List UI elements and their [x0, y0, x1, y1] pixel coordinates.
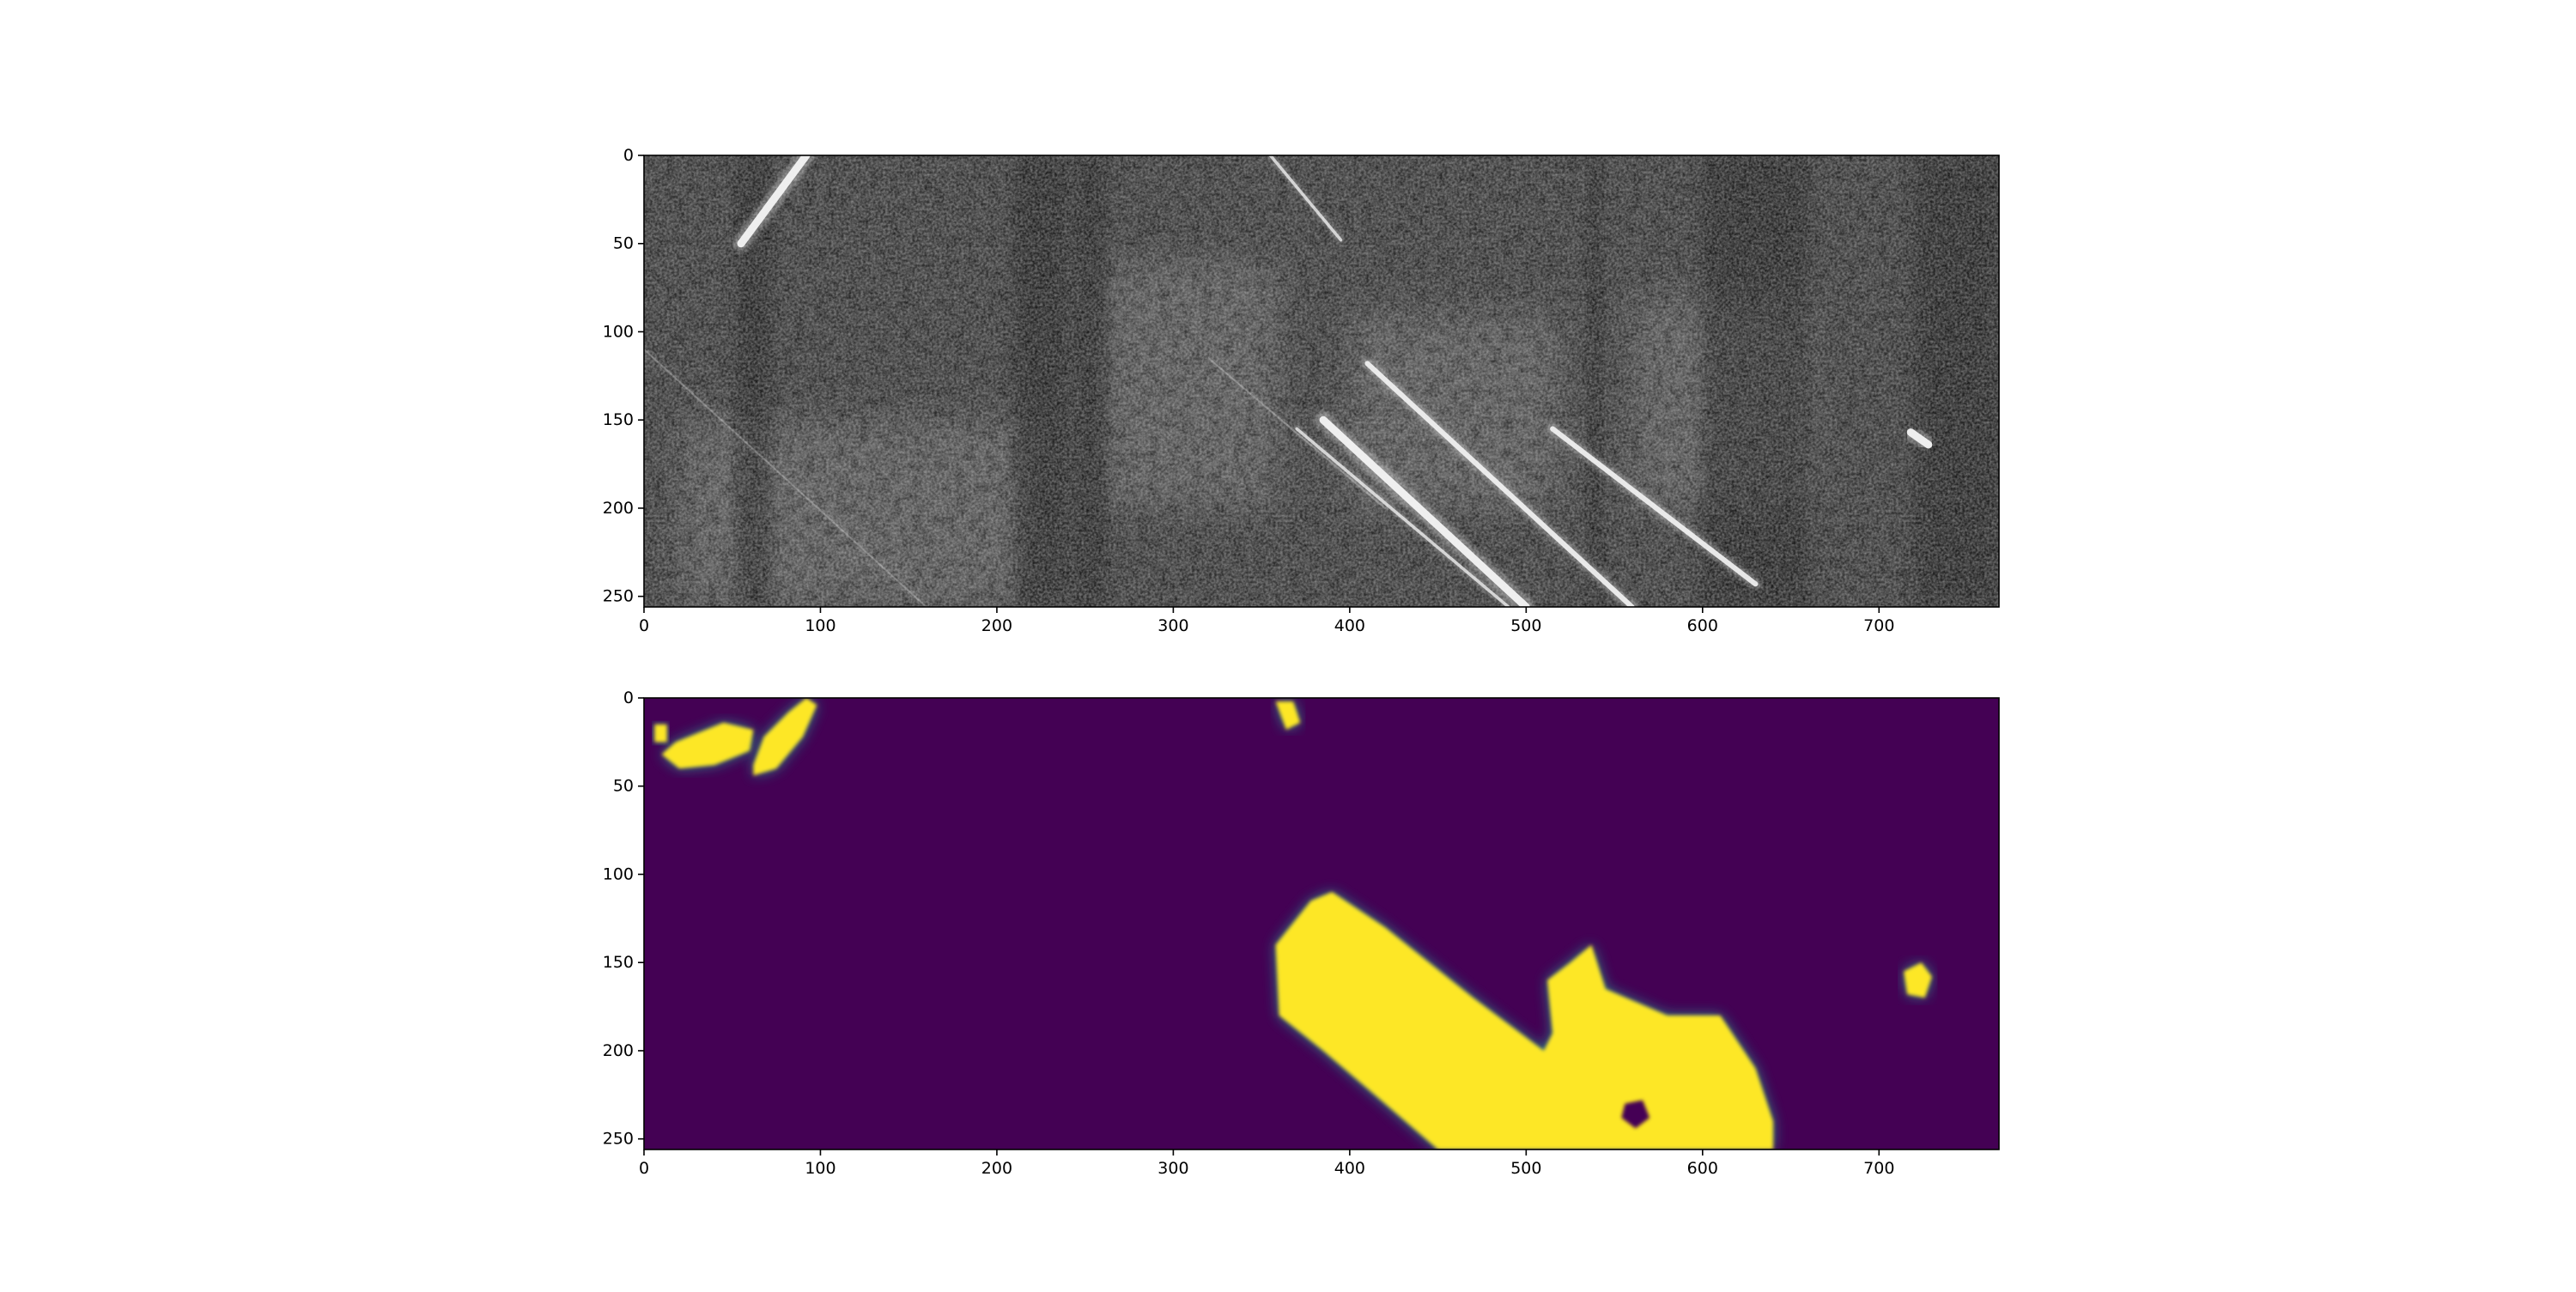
defect-mask-region — [1275, 892, 1773, 1149]
scratch-defect — [644, 349, 927, 607]
x-tick-label: 100 — [805, 1159, 835, 1178]
scratch-defect — [737, 155, 811, 248]
defect-mask-region — [661, 722, 754, 769]
x-tick-label: 700 — [1863, 1159, 1894, 1178]
defect-mask-region — [654, 724, 667, 743]
scratch-glow — [644, 347, 928, 607]
x-tick-label: 500 — [1510, 616, 1541, 635]
defect-mask-region — [1275, 701, 1301, 730]
x-tick-label: 600 — [1687, 1159, 1718, 1178]
x-tick-label: 500 — [1510, 1159, 1541, 1178]
x-tick-label: 400 — [1334, 1159, 1365, 1178]
y-tick-label: 250 — [603, 1130, 634, 1149]
x-tick-label: 200 — [981, 616, 1012, 635]
image-body — [644, 155, 1999, 607]
x-tick-label: 0 — [639, 616, 649, 635]
y-tick-label: 0 — [623, 146, 634, 165]
y-tick-label: 100 — [603, 864, 634, 883]
y-tick-label: 200 — [603, 1041, 634, 1060]
x-tick-label: 600 — [1687, 616, 1718, 635]
x-tick-label: 0 — [639, 1159, 649, 1178]
y-tick-label: 0 — [623, 688, 634, 707]
scratch-defect — [1268, 155, 1343, 242]
mask-hole — [1621, 1100, 1650, 1129]
y-tick-label: 150 — [603, 410, 634, 429]
scratch-defect — [1295, 427, 1510, 607]
x-tick-label: 200 — [981, 1159, 1012, 1178]
surface-noise — [644, 155, 1999, 607]
grayscale-image-panel: 0 100 200 300 400 500 600 700 0 50 100 150 200 250 — [603, 146, 2000, 635]
x-tick-label: 700 — [1863, 616, 1894, 635]
y-tick-label: 150 — [603, 953, 634, 972]
scratch-defect — [1319, 416, 1530, 607]
scratch-defect — [1906, 428, 1933, 449]
x-tick-label: 400 — [1334, 616, 1365, 635]
y-tick-label: 100 — [603, 322, 634, 341]
scratch-defect — [1207, 357, 1386, 509]
y-tick-label: 50 — [613, 777, 634, 796]
axes-frame — [643, 697, 2000, 1150]
scratch-glow — [1206, 356, 1388, 511]
x-tick-label: 300 — [1157, 616, 1188, 635]
defect-mask-region — [753, 698, 817, 776]
defect-mask-region — [1904, 962, 1932, 998]
x-tick-label: 100 — [805, 616, 835, 635]
y-tick-label: 50 — [613, 234, 634, 253]
x-tick-label: 300 — [1157, 1159, 1188, 1178]
viridis-mask-panel: 0 100 200 300 400 500 600 700 0 50 100 150 200 250 — [603, 688, 2000, 1178]
y-tick-label: 200 — [603, 499, 634, 518]
scratch-defect — [1364, 361, 1635, 607]
scratch-defect — [1550, 426, 1759, 587]
image-body — [644, 698, 1999, 1149]
axes-frame — [643, 155, 2000, 608]
y-tick-label: 250 — [603, 587, 634, 606]
